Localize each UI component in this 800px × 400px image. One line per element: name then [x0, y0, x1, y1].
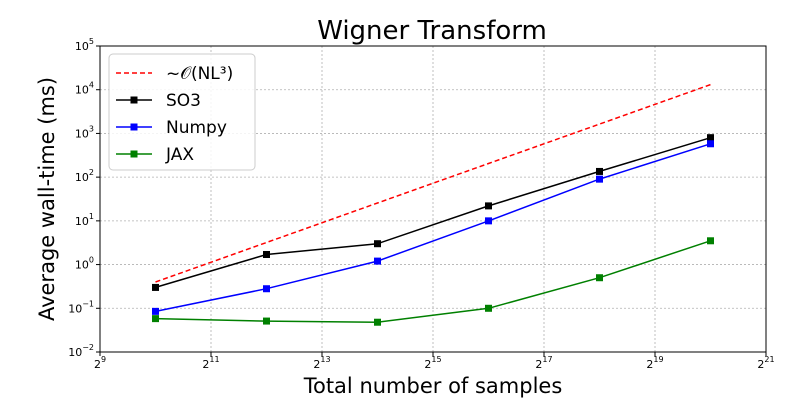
y-tick-label-base: 10: [75, 259, 89, 272]
x-tick-label: 211: [202, 355, 219, 371]
legend: ~𝒪(NL³) SO3 Numpy JAX: [108, 53, 256, 171]
data-point-jax: [596, 274, 603, 282]
y-tick-label-exponent: 4: [89, 81, 94, 90]
y-tick-label-exponent: 5: [89, 37, 94, 46]
x-tick-label-base: 2: [646, 358, 653, 371]
x-axis: 29 211 213 215 217 219 221: [94, 352, 775, 371]
y-tick-label-exponent: −1: [82, 299, 94, 308]
series-line-numpy: [155, 143, 711, 313]
y-tick-label: 102: [75, 168, 94, 184]
legend-marker: [130, 123, 138, 131]
y-tick-label-base: 10: [75, 215, 89, 228]
x-tick-label: 215: [424, 355, 441, 371]
data-point-numpy: [596, 175, 603, 183]
y-tick-label: 10−2: [68, 343, 94, 359]
data-point-jax: [485, 304, 492, 312]
data-point-numpy: [374, 257, 381, 265]
series-line-jax: [155, 240, 711, 323]
y-tick-label-exponent: 0: [89, 256, 94, 265]
x-tick-label-base: 2: [202, 358, 209, 371]
data-point-numpy: [707, 140, 714, 148]
x-tick-label: 221: [757, 355, 774, 371]
legend-label: ~𝒪(NL³): [166, 64, 233, 84]
data-point-numpy: [152, 307, 159, 315]
y-tick-label-base: 10: [75, 40, 89, 53]
legend-marker: [130, 96, 138, 104]
data-point-so3: [596, 167, 603, 175]
y-tick-label: 100: [75, 256, 94, 272]
x-tick-label-base: 2: [424, 358, 431, 371]
data-point-numpy: [263, 285, 270, 293]
x-axis-label: Total number of samples: [303, 374, 563, 398]
legend-label: JAX: [165, 145, 194, 165]
legend-box: [108, 53, 256, 171]
y-axis-label: Average wall-time (ms): [35, 77, 59, 321]
y-tick-label-exponent: 3: [89, 124, 94, 133]
y-tick-label: 104: [75, 81, 94, 97]
data-point-jax: [263, 317, 270, 325]
data-point-so3: [485, 202, 492, 210]
legend-label: Numpy: [166, 118, 227, 138]
x-tick-label-exponent: 21: [764, 355, 774, 364]
y-tick-label: 105: [75, 37, 94, 53]
y-tick-label: 101: [75, 212, 94, 228]
x-tick-label: 219: [646, 355, 663, 371]
y-tick-label: 10−1: [68, 299, 94, 315]
x-tick-label-base: 2: [757, 358, 764, 371]
data-point-jax: [707, 237, 714, 245]
legend-label: SO3: [166, 91, 201, 111]
y-tick-label-base: 10: [75, 171, 89, 184]
data-point-so3: [263, 250, 270, 258]
x-tick-label: 217: [535, 355, 552, 371]
x-tick-label: 29: [94, 355, 106, 371]
series-layer: [152, 83, 714, 326]
chart-title: Wigner Transform: [317, 16, 547, 46]
x-tick-label-exponent: 11: [209, 355, 219, 364]
x-tick-label-exponent: 19: [653, 355, 663, 364]
y-tick-label-base: 10: [68, 302, 82, 315]
data-point-so3: [152, 283, 159, 291]
x-tick-label-exponent: 15: [431, 355, 441, 364]
data-point-jax: [152, 315, 159, 323]
x-tick-label: 213: [313, 355, 330, 371]
x-tick-label-base: 2: [313, 358, 320, 371]
data-point-numpy: [485, 217, 492, 225]
y-tick-label-exponent: −2: [82, 343, 94, 352]
series-line-nl: [155, 83, 711, 283]
y-tick-label-base: 10: [68, 346, 82, 359]
x-tick-label-exponent: 17: [542, 355, 552, 364]
y-tick-label-exponent: 2: [89, 168, 94, 177]
y-tick-label-base: 10: [75, 127, 89, 140]
y-tick-label-base: 10: [75, 84, 89, 97]
x-tick-label-base: 2: [94, 358, 101, 371]
data-point-so3: [374, 240, 381, 248]
y-tick-label-exponent: 1: [89, 212, 94, 221]
data-point-so3: [707, 134, 714, 142]
y-tick-label: 103: [75, 124, 94, 140]
x-tick-label-exponent: 13: [320, 355, 330, 364]
legend-marker: [130, 150, 138, 158]
data-point-jax: [374, 318, 381, 326]
series-line-so3: [155, 136, 711, 289]
x-tick-label-exponent: 9: [101, 355, 106, 364]
x-tick-label-base: 2: [535, 358, 542, 371]
